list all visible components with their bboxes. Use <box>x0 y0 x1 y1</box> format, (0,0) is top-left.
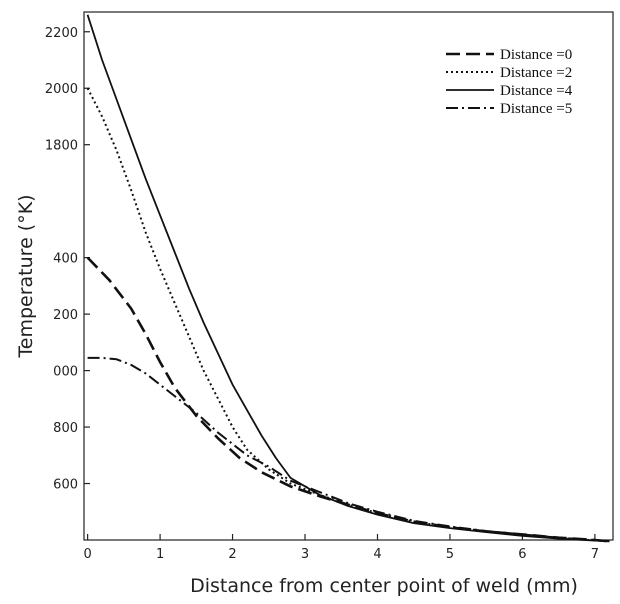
x-tick-label: 3 <box>301 547 309 562</box>
series-line-2 <box>86 14 610 543</box>
x-tick-label: 5 <box>446 547 454 562</box>
y-tick-label: 400 <box>53 252 78 267</box>
y-tick-label: 200 <box>53 308 78 323</box>
y-tick-label: 2000 <box>45 82 78 97</box>
x-tick-label: 0 <box>83 547 91 562</box>
series-line-3 <box>87 356 610 543</box>
legend-label: Distance =0 <box>500 47 572 63</box>
legend: Distance =0 Distance =2 Distance =4 Distanc… <box>446 47 573 117</box>
y-axis-title: Temperature (°K) <box>15 194 37 358</box>
x-tick-label: 6 <box>518 547 526 562</box>
y-tick-label: 000 <box>53 365 78 380</box>
x-axis-ticks: 0 1 2 3 4 5 6 7 <box>83 534 599 562</box>
y-axis-ticks: 600 800 000 200 400 1800 2000 2200 <box>45 26 90 493</box>
x-tick-label: 7 <box>591 547 599 562</box>
series-lines <box>86 14 610 543</box>
y-tick-label: 1800 <box>45 139 78 154</box>
series-line-1 <box>86 87 610 543</box>
series-line-0 <box>86 256 610 543</box>
x-tick-label: 4 <box>373 547 381 562</box>
x-axis-title: Distance from center point of weld (mm) <box>190 575 578 597</box>
legend-label: Distance =2 <box>500 65 572 81</box>
x-tick-label: 2 <box>228 547 236 562</box>
y-tick-label: 2200 <box>45 26 78 41</box>
legend-label: Distance =5 <box>500 101 572 117</box>
legend-label: Distance =4 <box>500 83 573 99</box>
y-tick-label: 800 <box>53 421 78 436</box>
y-tick-label: 600 <box>53 478 78 493</box>
x-tick-label: 1 <box>156 547 164 562</box>
plot-frame <box>83 11 614 541</box>
